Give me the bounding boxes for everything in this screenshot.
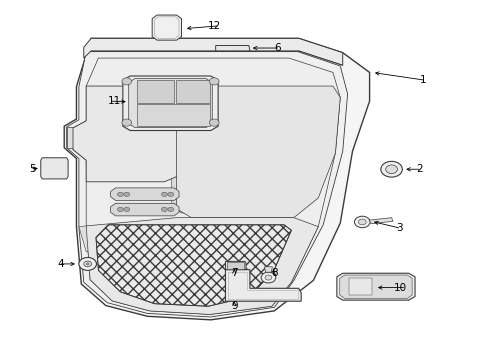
- Polygon shape: [129, 78, 212, 128]
- Circle shape: [354, 216, 370, 228]
- Text: 2: 2: [416, 164, 423, 174]
- Polygon shape: [79, 226, 98, 252]
- Circle shape: [124, 192, 130, 197]
- Circle shape: [168, 192, 173, 197]
- Polygon shape: [67, 127, 79, 148]
- Circle shape: [381, 161, 402, 177]
- Circle shape: [118, 207, 123, 212]
- Circle shape: [261, 272, 276, 283]
- Polygon shape: [84, 39, 343, 65]
- Polygon shape: [86, 218, 318, 315]
- Polygon shape: [111, 188, 179, 201]
- Polygon shape: [96, 91, 167, 116]
- Circle shape: [122, 119, 132, 126]
- Polygon shape: [216, 45, 250, 51]
- Circle shape: [86, 263, 89, 265]
- Circle shape: [118, 192, 123, 197]
- Circle shape: [358, 219, 366, 225]
- Polygon shape: [96, 120, 186, 167]
- Circle shape: [161, 192, 167, 197]
- Polygon shape: [64, 39, 369, 320]
- Polygon shape: [137, 104, 210, 126]
- Polygon shape: [73, 58, 340, 315]
- Circle shape: [79, 257, 97, 270]
- Circle shape: [161, 207, 167, 212]
- Circle shape: [84, 261, 92, 267]
- Text: 1: 1: [420, 75, 427, 85]
- Polygon shape: [96, 225, 292, 306]
- Polygon shape: [152, 15, 181, 40]
- Text: 12: 12: [207, 21, 220, 31]
- Polygon shape: [337, 273, 415, 300]
- Circle shape: [386, 165, 397, 174]
- Polygon shape: [137, 80, 174, 103]
- Text: 10: 10: [394, 283, 407, 293]
- Text: 5: 5: [29, 163, 36, 174]
- Polygon shape: [67, 51, 347, 317]
- Polygon shape: [73, 86, 194, 182]
- Text: 6: 6: [274, 43, 281, 53]
- Polygon shape: [176, 86, 340, 218]
- Polygon shape: [340, 275, 412, 298]
- Polygon shape: [225, 270, 301, 301]
- Polygon shape: [225, 261, 246, 270]
- Polygon shape: [123, 76, 218, 131]
- Polygon shape: [227, 262, 244, 269]
- Polygon shape: [111, 203, 179, 216]
- Text: 11: 11: [108, 96, 122, 106]
- Circle shape: [209, 119, 219, 126]
- Polygon shape: [41, 158, 68, 179]
- Polygon shape: [172, 90, 337, 213]
- Polygon shape: [265, 267, 272, 272]
- Circle shape: [168, 207, 173, 212]
- Text: 8: 8: [271, 268, 278, 278]
- Polygon shape: [369, 218, 393, 224]
- Text: 4: 4: [57, 259, 64, 269]
- Text: 9: 9: [231, 301, 238, 311]
- Circle shape: [265, 275, 272, 280]
- Polygon shape: [175, 80, 210, 103]
- Circle shape: [124, 207, 130, 212]
- Polygon shape: [348, 278, 372, 296]
- Text: 7: 7: [231, 268, 238, 278]
- Circle shape: [209, 78, 219, 85]
- Circle shape: [122, 78, 132, 85]
- Text: 3: 3: [396, 224, 402, 233]
